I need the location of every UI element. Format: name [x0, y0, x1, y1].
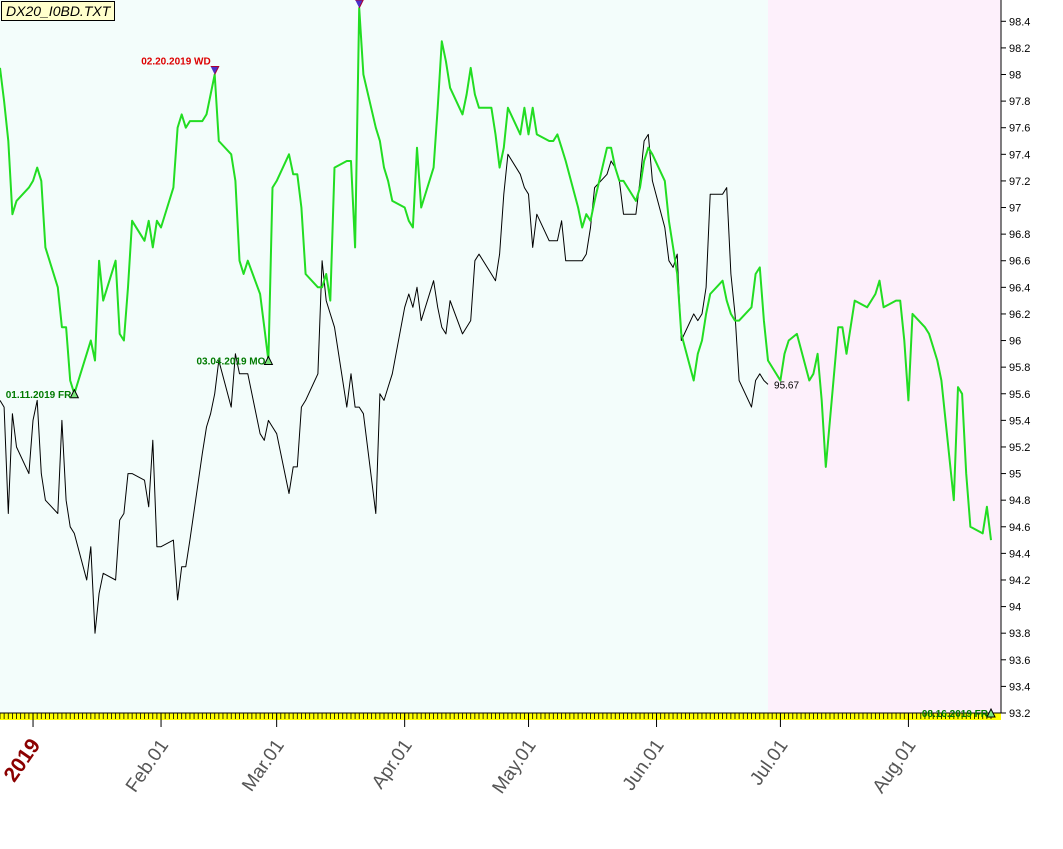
- y-tick-label: 95: [1009, 469, 1021, 481]
- high-label: 04.01.2019 MO: [286, 0, 355, 1]
- series-lines: [0, 7, 992, 634]
- y-tick-label: 97.6: [1009, 123, 1030, 135]
- low-label: 08.16.2019 FR: [922, 709, 989, 720]
- y-tick-label: 96.2: [1009, 309, 1030, 321]
- low-marker: [263, 355, 274, 365]
- x-axis-ruler: [0, 713, 1001, 720]
- high-marker: [355, 0, 364, 9]
- y-tick-label: 97: [1009, 203, 1021, 215]
- high-label: 02.20.2019 WD: [141, 57, 211, 68]
- x-tick-label: Mar.01: [238, 736, 289, 796]
- series-line: [0, 133, 769, 634]
- y-tick-label: 98: [1009, 70, 1021, 82]
- x-tick-label: 2019: [0, 735, 45, 786]
- background-regions: [0, 0, 1001, 713]
- low-label: 01.11.2019 FR: [6, 390, 72, 401]
- low-marker: [986, 707, 996, 718]
- high-marker: [210, 66, 220, 75]
- shaded-region: [0, 0, 769, 713]
- x-tick-label: Apr.01: [368, 736, 417, 793]
- y-tick-label: 94.8: [1009, 495, 1030, 507]
- last-value-label: 95.67: [774, 380, 799, 391]
- y-tick-label: 95.6: [1009, 389, 1030, 401]
- y-tick-label: 96.4: [1009, 282, 1030, 294]
- x-tick-label: Jul.01: [746, 736, 792, 790]
- y-tick-label: 97.8: [1009, 96, 1030, 108]
- y-tick-label: 94: [1009, 602, 1021, 614]
- y-tick-label: 93.2: [1009, 708, 1030, 720]
- y-tick-label: 94.6: [1009, 522, 1030, 534]
- annotations: 95.67 01.11.2019 FR 02.20.2019 WD 03.04.201…: [6, 0, 996, 720]
- y-tick-label: 93.8: [1009, 628, 1030, 640]
- y-tick-label: 98.4: [1009, 16, 1030, 28]
- chart-title: DX20_I0BD.TXT: [1, 1, 116, 21]
- x-tick-label: Jun.01: [619, 736, 669, 795]
- y-tick-label: 98.2: [1009, 43, 1030, 55]
- y-tick-label: 96: [1009, 336, 1021, 348]
- y-tick-label: 94.4: [1009, 548, 1030, 560]
- y-tick-label: 97.4: [1009, 149, 1030, 161]
- x-tick-label: Feb.01: [122, 736, 173, 797]
- y-tick-label: 93.4: [1009, 681, 1030, 693]
- shaded-region: [768, 0, 1001, 713]
- y-tick-label: 96.6: [1009, 256, 1030, 268]
- y-tick-label: 95.4: [1009, 415, 1030, 427]
- low-marker: [69, 388, 80, 399]
- y-tick-label: 95.2: [1009, 442, 1030, 454]
- y-tick-label: 95.8: [1009, 362, 1030, 374]
- y-tick-label: 97.2: [1009, 176, 1030, 188]
- series-line: [0, 7, 992, 541]
- y-tick-label: 93.6: [1009, 655, 1030, 667]
- x-tick-label: May.01: [488, 736, 540, 798]
- x-tick-label: Aug.01: [869, 736, 921, 797]
- y-tick-label: 94.2: [1009, 575, 1030, 587]
- low-label: 03.04.2019 MO: [196, 357, 265, 368]
- y-tick-label: 96.8: [1009, 229, 1030, 241]
